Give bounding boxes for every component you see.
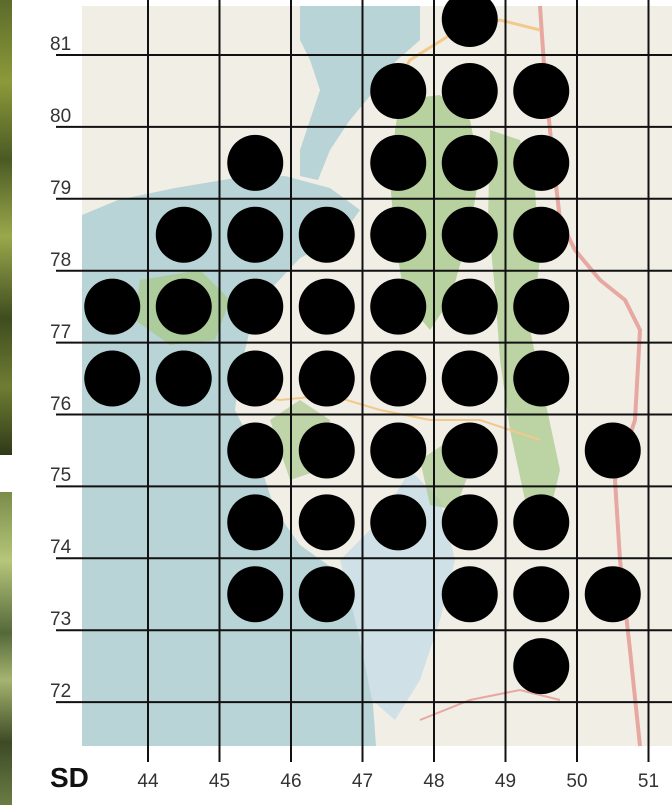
record-dot [513, 350, 570, 407]
easting-label: 47 [351, 771, 374, 792]
northing-label: 79 [50, 177, 72, 199]
record-dot [584, 422, 641, 479]
adjacent-photo-strip-bottom [0, 492, 12, 805]
record-dot [441, 134, 498, 191]
record-dot [370, 134, 427, 191]
record-dot [513, 566, 570, 623]
map-road [419, 688, 561, 721]
northing-label: 75 [50, 465, 72, 487]
map-sea-inlet [300, 6, 420, 180]
record-dot [441, 206, 498, 263]
record-dot [227, 278, 284, 335]
grid-square-prefix: SD [50, 762, 89, 793]
record-dot [84, 278, 141, 335]
os-grid-lines [56, 0, 672, 762]
northing-label: 73 [50, 609, 72, 631]
northing-label: 78 [50, 249, 72, 271]
record-dot [155, 278, 212, 335]
record-dot [370, 278, 427, 335]
record-dot [227, 134, 284, 191]
record-dot [441, 494, 498, 551]
easting-label: 45 [208, 771, 231, 792]
record-dot [441, 0, 498, 48]
northing-label: 80 [50, 105, 72, 127]
northing-label: 74 [50, 537, 72, 559]
northing-label: 76 [50, 393, 72, 415]
record-dot [227, 350, 284, 407]
record-dot [298, 350, 355, 407]
record-dot [513, 494, 570, 551]
map-road [229, 389, 541, 441]
easting-label: 51 [637, 771, 660, 792]
record-dot [441, 62, 498, 119]
easting-label: 50 [566, 771, 588, 792]
record-dot [155, 206, 212, 263]
record-dot [441, 350, 498, 407]
record-dot [441, 566, 498, 623]
record-dot [227, 206, 284, 263]
record-dot [513, 278, 570, 335]
northing-label: 77 [50, 321, 72, 343]
record-dot [513, 638, 570, 695]
record-dot [584, 566, 641, 623]
record-dot [84, 350, 141, 407]
record-dot [227, 566, 284, 623]
northing-label: 72 [50, 681, 72, 703]
record-dot [370, 422, 427, 479]
easting-label: 49 [494, 771, 517, 792]
record-dot [298, 422, 355, 479]
record-dots [84, 0, 641, 695]
record-dot [298, 494, 355, 551]
northing-label: 81 [50, 34, 72, 55]
record-dot [513, 134, 570, 191]
record-dot [370, 206, 427, 263]
record-dot [370, 494, 427, 551]
record-dot [441, 422, 498, 479]
record-dot [298, 566, 355, 623]
record-dot [370, 350, 427, 407]
record-dot [227, 494, 284, 551]
record-dot [513, 62, 570, 119]
record-dot [298, 278, 355, 335]
easting-label: 44 [137, 771, 159, 792]
record-dot [227, 422, 284, 479]
easting-label: 48 [423, 771, 445, 792]
record-dot [298, 206, 355, 263]
record-dot [513, 206, 570, 263]
record-dot [155, 350, 212, 407]
record-dot [441, 278, 498, 335]
record-dot [370, 62, 427, 119]
map-sands [340, 470, 455, 720]
easting-label: 46 [280, 771, 302, 792]
adjacent-photo-strip-top [0, 0, 12, 455]
